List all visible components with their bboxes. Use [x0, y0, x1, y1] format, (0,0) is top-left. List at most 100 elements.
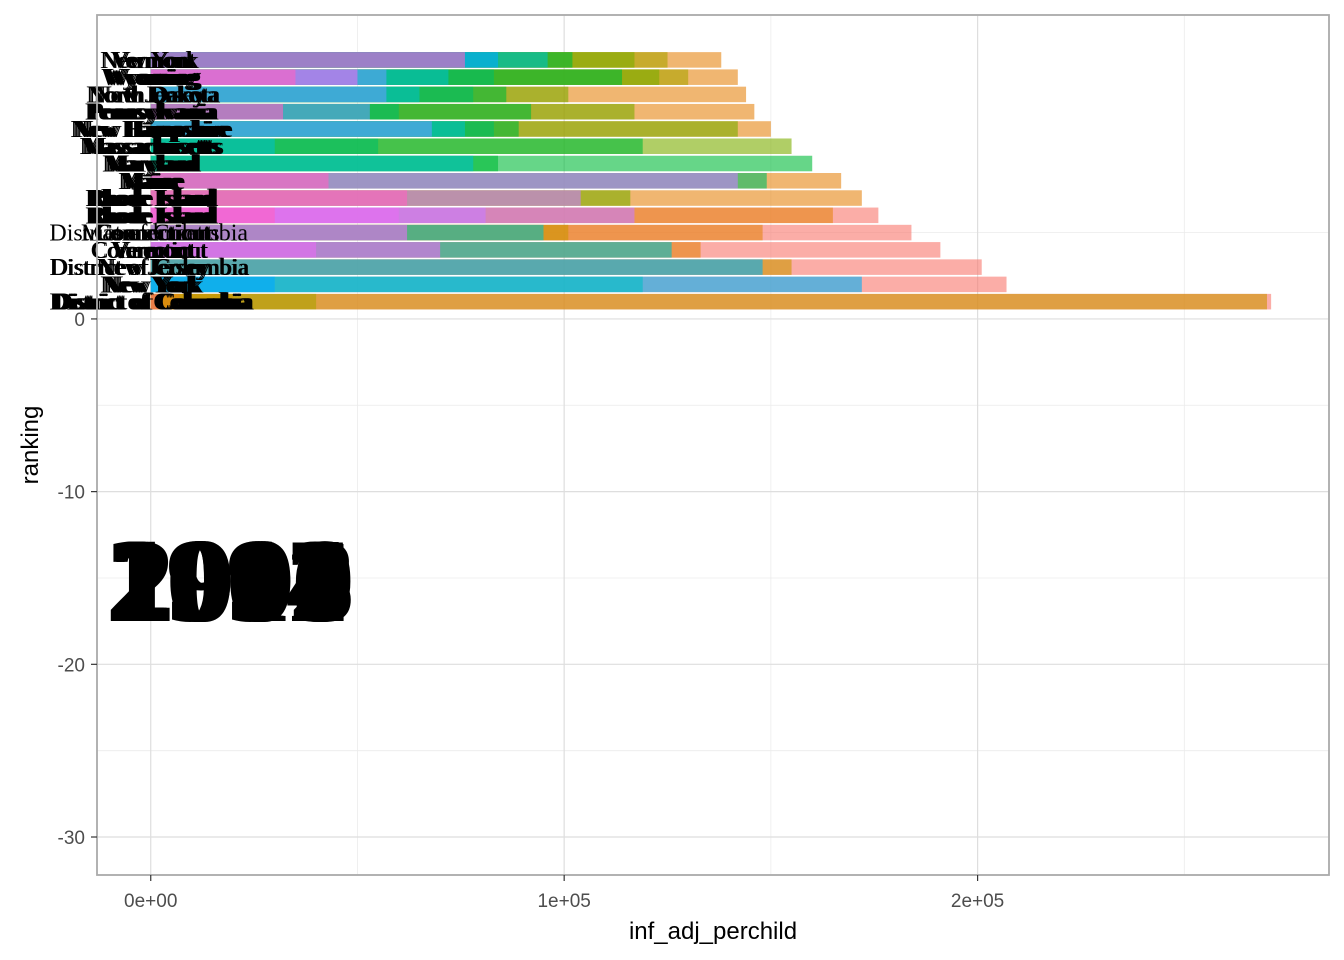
- bar-state-label: Maryland: [102, 152, 195, 178]
- year-label: 2011: [109, 514, 342, 647]
- bar-state-label: Rhode Island: [85, 203, 212, 229]
- x-tick-label: 0e+00: [124, 891, 177, 912]
- bar-state-label: Rhode Island: [91, 203, 218, 229]
- bar-state-label: Massachusetts: [82, 134, 221, 160]
- bar: [150, 293, 160, 310]
- x-tick-label: 1e+05: [537, 891, 590, 912]
- bar-state-label: Massachusetts: [81, 221, 220, 247]
- bar-state-label: Wyoming: [103, 65, 198, 91]
- bar-state-label: District of Columbia: [49, 255, 248, 281]
- year-label: 2005: [112, 514, 352, 647]
- bar-state-label: Wyoming: [107, 65, 202, 91]
- bar: [150, 190, 408, 206]
- bar-state-label: Wyoming: [106, 65, 201, 91]
- bar-state-label: Maryland: [108, 152, 201, 178]
- bar-state-label: New Jersey: [99, 255, 210, 281]
- bar-state-label: District of Columbia: [51, 290, 250, 316]
- bar: [150, 259, 763, 275]
- bar-state-label: New Jersey: [95, 82, 206, 108]
- bar-state-label: Maryland: [107, 152, 200, 178]
- bar-state-label: Wyoming: [101, 65, 196, 91]
- bar-state-label: Connecticut: [91, 238, 207, 264]
- bar-state-label: Massachusetts: [81, 134, 220, 160]
- bar-state-label: Rhode Island: [91, 186, 218, 212]
- bars: [150, 52, 1272, 310]
- bar-state-label: New Hampshire: [73, 117, 230, 143]
- y-tick-label: -30: [58, 828, 85, 849]
- year-label: 2004: [106, 514, 346, 647]
- year-label: 2016: [112, 514, 352, 647]
- bar-state-label: North Dakota: [89, 82, 221, 108]
- bar-state-label: Maryland: [105, 152, 198, 178]
- x-axis-title: inf_adj_perchild: [629, 918, 797, 945]
- panel-border: [96, 14, 1330, 876]
- bar-state-label: Maine: [120, 169, 181, 195]
- bar: [150, 293, 1267, 310]
- bar-state-label: Vermont: [113, 48, 196, 74]
- bar-state-label: Pennsylvania: [85, 100, 213, 126]
- bar-state-label: Wyoming: [104, 65, 199, 91]
- bar: [150, 173, 329, 189]
- bar-state-label: District of Columbia: [49, 221, 248, 247]
- y-axis-title: ranking: [17, 406, 44, 485]
- bar: [150, 69, 296, 85]
- bar-state-label: Vermont: [112, 238, 195, 264]
- x-axis: 0e+00 1e+05 2e+05: [124, 875, 1004, 912]
- bar-state-label: Rhode Island: [90, 186, 217, 212]
- bar-state-label: Maine: [123, 169, 184, 195]
- y-tick-label: 0: [74, 310, 85, 331]
- bar-state-label: Maine: [118, 169, 179, 195]
- bar-state-label: Massachusetts: [85, 134, 224, 160]
- bar-state-label: New Jersey: [98, 255, 209, 281]
- bar: [150, 224, 408, 241]
- bar: [150, 242, 317, 258]
- bar-state-label: New York: [102, 272, 199, 298]
- bar-state-label: Maine: [124, 169, 185, 195]
- bar-state-label: Connecticut: [97, 221, 213, 247]
- bar-state-label: Vermont: [110, 238, 193, 264]
- bar-state-label: District of Columbia: [55, 290, 254, 316]
- bar-state-label: Rhode Island: [87, 203, 214, 229]
- x-tick-label: 2e+05: [951, 891, 1004, 912]
- bar: [150, 86, 387, 103]
- bar-state-label: District of Columbia: [52, 290, 251, 316]
- bar: [150, 52, 465, 68]
- year-label: 2014: [109, 514, 349, 647]
- bar-state-label: New York: [106, 272, 203, 298]
- bar-state-label: North Dakota: [88, 82, 220, 108]
- bar-state-label: Pennsylvania: [88, 100, 216, 126]
- bar: [150, 138, 275, 155]
- bar-state-label: Rhode Island: [87, 186, 214, 212]
- bar: [150, 121, 432, 137]
- year-label: 2002: [109, 514, 349, 647]
- bar-state-label: District of Columbia: [54, 290, 253, 316]
- bar-state-label: Connecticut: [95, 221, 211, 247]
- bar: [150, 276, 275, 293]
- bar-state-label: Pennsylvania: [86, 100, 214, 126]
- bar: [150, 103, 284, 120]
- bar-state-label: Connecticut: [94, 221, 210, 247]
- bar-state-label: Maryland: [104, 152, 197, 178]
- bar-state-label: New Hampshire: [75, 117, 232, 143]
- year-label: 2008: [115, 514, 355, 647]
- bar-state-label: Massachusetts: [79, 134, 218, 160]
- bar-state-label: New Hampshire: [72, 117, 229, 143]
- bar-state-label: Rhode Island: [88, 203, 215, 229]
- bar-state-label: Connecticut: [92, 238, 208, 264]
- bar-state-label: Pennsylvania: [91, 100, 219, 126]
- bar-state-label: New Hampshire: [76, 117, 233, 143]
- bar-state-label: New York: [102, 48, 199, 74]
- bar-state-label: Rhode Island: [88, 186, 215, 212]
- bar: [150, 155, 474, 172]
- bar-state-label: North Dakota: [86, 82, 218, 108]
- bar-state-label: Vermont: [110, 48, 193, 74]
- bar-state-label: New Jersey: [93, 82, 204, 108]
- bar-state-label: Vermont: [113, 238, 196, 264]
- bar-state-label: New York: [105, 272, 202, 298]
- y-tick-label: -20: [58, 655, 85, 676]
- bar-state-label: Vermont: [112, 48, 195, 74]
- y-axis: 0 -10 -20 -30: [58, 310, 97, 849]
- bar-state-label: Massachusetts: [84, 134, 223, 160]
